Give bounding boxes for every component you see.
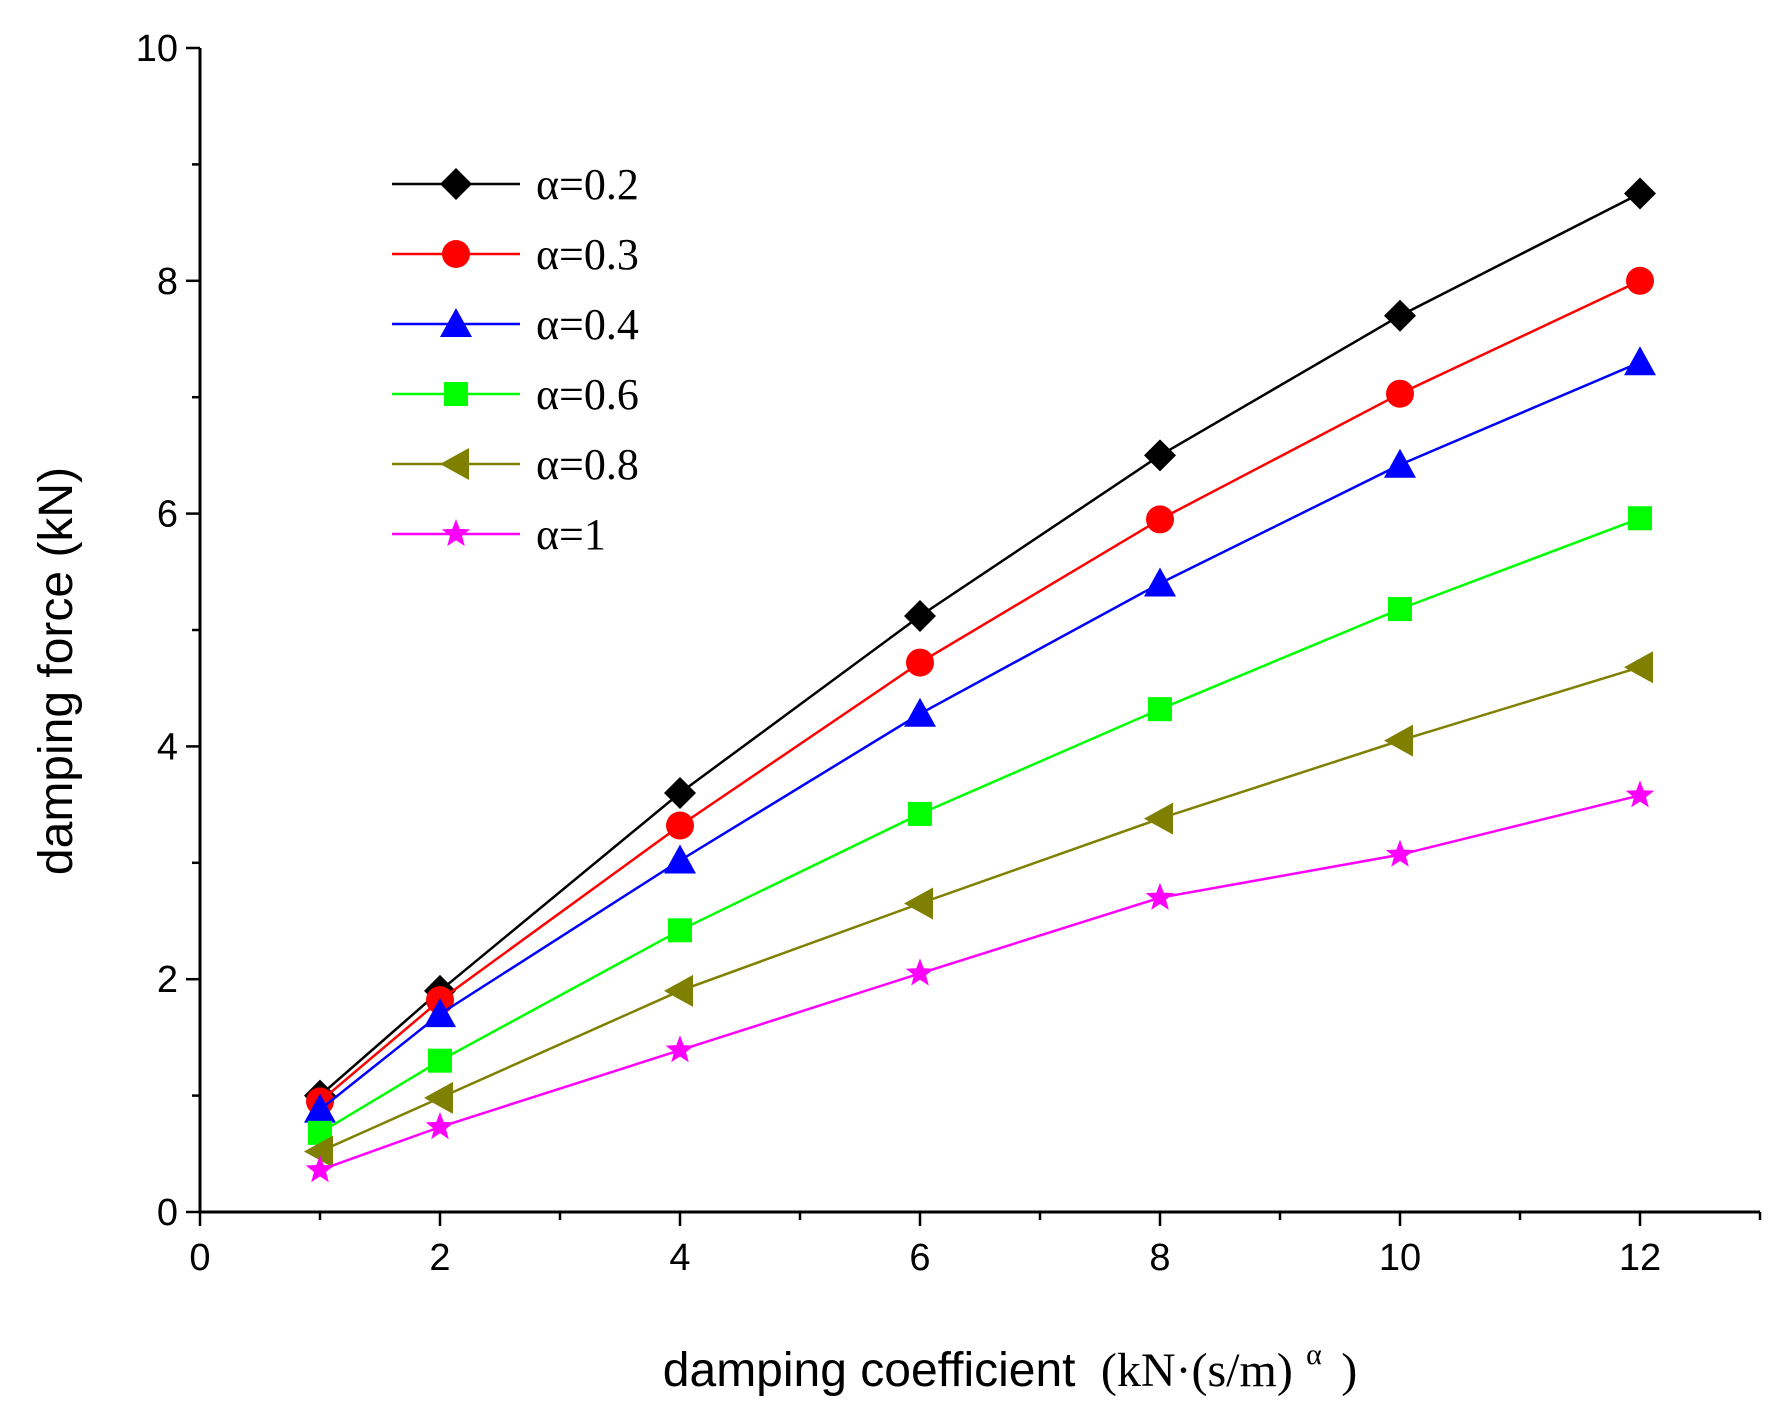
legend-marker [442,240,470,268]
series-layer [304,177,1656,1183]
data-point [665,1035,695,1063]
data-point [1384,299,1416,332]
data-point [424,1081,453,1114]
series-line [319,794,1641,1172]
data-point [1386,379,1414,408]
data-point [1145,882,1175,910]
y-tick-label: 4 [157,726,178,768]
axes: 0 2 4 6 8 10 12 0 2 4 6 8 10 [136,28,1762,1279]
x-tick-label: 8 [1149,1237,1170,1279]
data-point [1628,506,1652,531]
data-point [666,811,694,840]
data-point [664,974,693,1007]
data-point [664,844,696,874]
x-tick-label: 10 [1379,1237,1421,1279]
y-tick-label: 10 [136,28,178,70]
legend-label: α=1 [536,510,606,559]
legend-marker [441,519,471,547]
series-6 [305,780,1655,1183]
data-point [908,801,932,826]
data-point [664,776,696,809]
legend-label: α=0.8 [536,440,639,489]
data-point [1625,780,1655,808]
x-axis-title-superscript: α [1306,1338,1322,1371]
legend-entry: α=0.4 [392,300,639,349]
data-point [1388,597,1412,622]
x-tick-label: 2 [429,1237,450,1279]
data-point [1144,439,1176,472]
data-point [1144,802,1173,835]
legend-marker [444,382,468,406]
x-axis-title-main: damping coefficient [663,1344,1076,1397]
axis-titles: damping force (kN) damping coefficient (… [30,467,1357,1397]
x-tick-label: 4 [669,1237,690,1279]
series-3 [304,346,1656,1123]
data-point [668,918,692,943]
data-point [1144,567,1176,597]
x-tick-label: 0 [189,1237,210,1279]
y-tick-label: 2 [157,959,178,1001]
legend-entry: α=0.2 [392,160,639,209]
data-point [904,887,933,920]
legend-label: α=0.2 [536,160,639,209]
data-point [1385,839,1415,867]
data-point [906,648,934,677]
y-axis-title: damping force (kN) [30,467,83,875]
y-tick-label: 6 [157,494,178,536]
series-line [319,192,1641,1097]
data-point [428,1048,452,1073]
x-axis-title-unit: (kN·(s/m) [1101,1344,1293,1397]
x-axis-title-close: ) [1341,1344,1357,1397]
legend: α=0.2 α=0.3 α=0.4 α=0.6 α=0.8 α=1 [392,160,639,559]
series-5 [304,651,1653,1168]
data-point [424,998,456,1028]
data-point [1148,697,1172,722]
data-point [1624,346,1656,376]
data-point [1384,724,1413,757]
series-line [319,666,1641,1153]
data-point [425,1112,455,1140]
legend-entry: α=0.8 [392,440,639,489]
data-point [1624,177,1656,210]
legend-marker [440,308,472,337]
legend-entry: α=0.3 [392,230,639,279]
legend-entry: α=0.6 [392,370,639,419]
legend-marker [440,168,472,200]
x-tick-label: 6 [909,1237,930,1279]
legend-entry: α=1 [392,510,606,559]
data-point [1626,266,1654,295]
legend-label: α=0.6 [536,370,639,419]
data-point [1624,651,1653,684]
x-axis-title: damping coefficient (kN·(s/m) α ) [663,1322,1357,1397]
series-line [319,517,1641,1134]
series-4 [308,506,1652,1145]
data-point [305,1155,335,1183]
legend-marker [440,448,469,480]
series-line [319,279,1641,1103]
y-tick-label: 0 [157,1192,178,1234]
series-line [319,361,1641,1111]
data-point [904,697,936,727]
data-point [1384,448,1416,478]
data-point [304,1135,333,1168]
data-point [904,600,936,633]
y-tick-label: 8 [157,261,178,303]
legend-label: α=0.4 [536,300,639,349]
data-point [905,958,935,986]
data-point [1146,505,1174,534]
x-tick-label: 12 [1619,1237,1661,1279]
legend-label: α=0.3 [536,230,639,279]
data-point [304,1093,336,1123]
